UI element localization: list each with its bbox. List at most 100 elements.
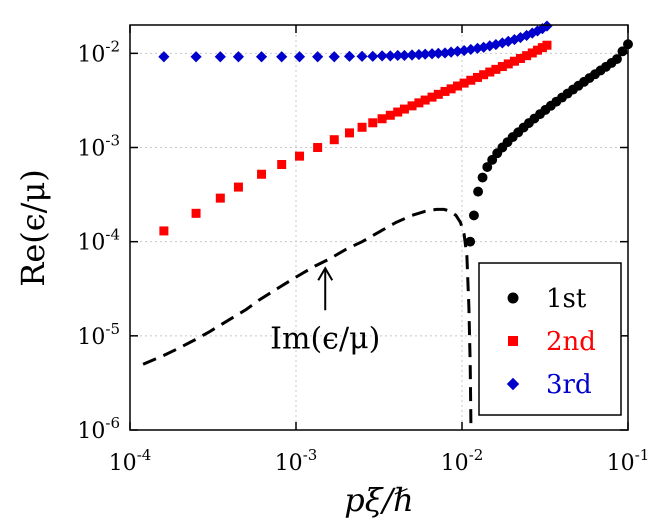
data-point [407, 101, 417, 111]
data-point [465, 43, 477, 56]
data-point [357, 122, 367, 132]
y-axis-label: Re(ϵ/μ) [14, 169, 52, 287]
y-axis-ticks: 10-610-510-410-310-2 [77, 37, 628, 444]
data-point [376, 50, 388, 62]
series-1st [465, 39, 633, 247]
data-point [509, 56, 519, 66]
data-point [612, 54, 622, 64]
data-point [497, 62, 507, 72]
legend-items: 1st 2nd 3rd [506, 284, 596, 400]
x-tick-exponent: -1 [635, 446, 650, 464]
data-point [427, 92, 437, 102]
data-point [445, 46, 457, 58]
data-point [356, 50, 368, 62]
series-3rd [158, 20, 553, 63]
y-tick-exponent: -3 [105, 132, 120, 150]
data-point [477, 172, 488, 183]
y-tick-label: 10-2 [77, 37, 120, 67]
data-point [367, 50, 379, 62]
y-tick-exponent: -5 [105, 320, 120, 338]
data-point [515, 53, 525, 63]
data-point [473, 72, 483, 82]
legend-marker [507, 292, 519, 304]
data-point [527, 48, 537, 58]
data-point [537, 43, 547, 53]
x-tick-label: 10-4 [109, 446, 152, 476]
data-point [491, 64, 501, 74]
data-point [344, 128, 354, 138]
x-tick-label: 10-3 [275, 446, 318, 476]
data-point [276, 51, 288, 63]
y-tick-base: 10 [77, 42, 105, 67]
data-point [215, 193, 225, 203]
x-tick-label: 10-1 [607, 446, 650, 476]
x-axis-label: pξ/ℏ [344, 481, 414, 519]
data-point [393, 107, 403, 117]
x-tick-exponent: -4 [137, 446, 152, 464]
data-point [466, 75, 476, 85]
data-point [191, 208, 201, 218]
data-layer [142, 20, 633, 431]
series-2nd [159, 40, 552, 236]
series-im- [142, 207, 473, 431]
data-point [541, 20, 553, 32]
data-point [214, 51, 226, 63]
legend-marker [506, 377, 520, 391]
data-point [440, 86, 450, 96]
data-point [482, 162, 493, 173]
y-tick-exponent: -4 [105, 226, 120, 244]
data-point [542, 40, 552, 50]
y-tick-label: 10-4 [77, 226, 120, 256]
data-point [473, 186, 484, 197]
data-point [479, 70, 489, 80]
data-point [514, 32, 527, 44]
data-point [190, 51, 202, 63]
data-point [485, 67, 495, 77]
data-point [432, 47, 444, 59]
x-tick-exponent: -3 [303, 446, 318, 464]
data-point [414, 98, 424, 108]
data-point [433, 89, 443, 99]
data-point [465, 236, 476, 247]
y-tick-label: 10-5 [77, 320, 120, 350]
data-point [313, 143, 323, 153]
data-point [159, 226, 169, 236]
data-point [385, 110, 395, 120]
data-point [413, 49, 425, 61]
legend-label: 2nd [546, 327, 596, 357]
annotation-arrow-head [317, 266, 334, 281]
im-annotation: Im(ϵ/μ) [270, 266, 380, 356]
data-point [399, 104, 409, 114]
x-tick-base: 10 [441, 451, 469, 476]
data-point [232, 51, 245, 63]
x-axis-ticks: 10-4 10-3 10-2 10-1 [109, 25, 650, 476]
y-tick-base: 10 [77, 325, 105, 350]
data-point [406, 49, 418, 61]
x-tick-base: 10 [607, 451, 635, 476]
y-tick-base: 10 [77, 137, 105, 162]
y-tick-label: 10-3 [77, 132, 120, 162]
annotation-label: Im(ϵ/μ) [270, 321, 380, 356]
data-point [343, 50, 356, 62]
data-point [257, 169, 267, 179]
y-tick-label: 10-6 [77, 414, 120, 444]
data-point [419, 48, 431, 60]
data-point [233, 182, 243, 192]
data-point [451, 45, 464, 57]
x-tick-base: 10 [275, 451, 303, 476]
data-point [453, 81, 463, 91]
legend-label: 1st [546, 284, 587, 314]
data-point [426, 48, 438, 60]
data-point [255, 51, 268, 63]
data-point [377, 114, 387, 124]
y-tick-exponent: -2 [105, 37, 120, 55]
x-tick-label: 10-2 [441, 446, 484, 476]
data-point [398, 49, 411, 62]
data-point [392, 49, 404, 62]
data-point [521, 29, 533, 42]
data-point [468, 210, 479, 221]
data-point [158, 51, 170, 63]
data-point [328, 51, 340, 63]
